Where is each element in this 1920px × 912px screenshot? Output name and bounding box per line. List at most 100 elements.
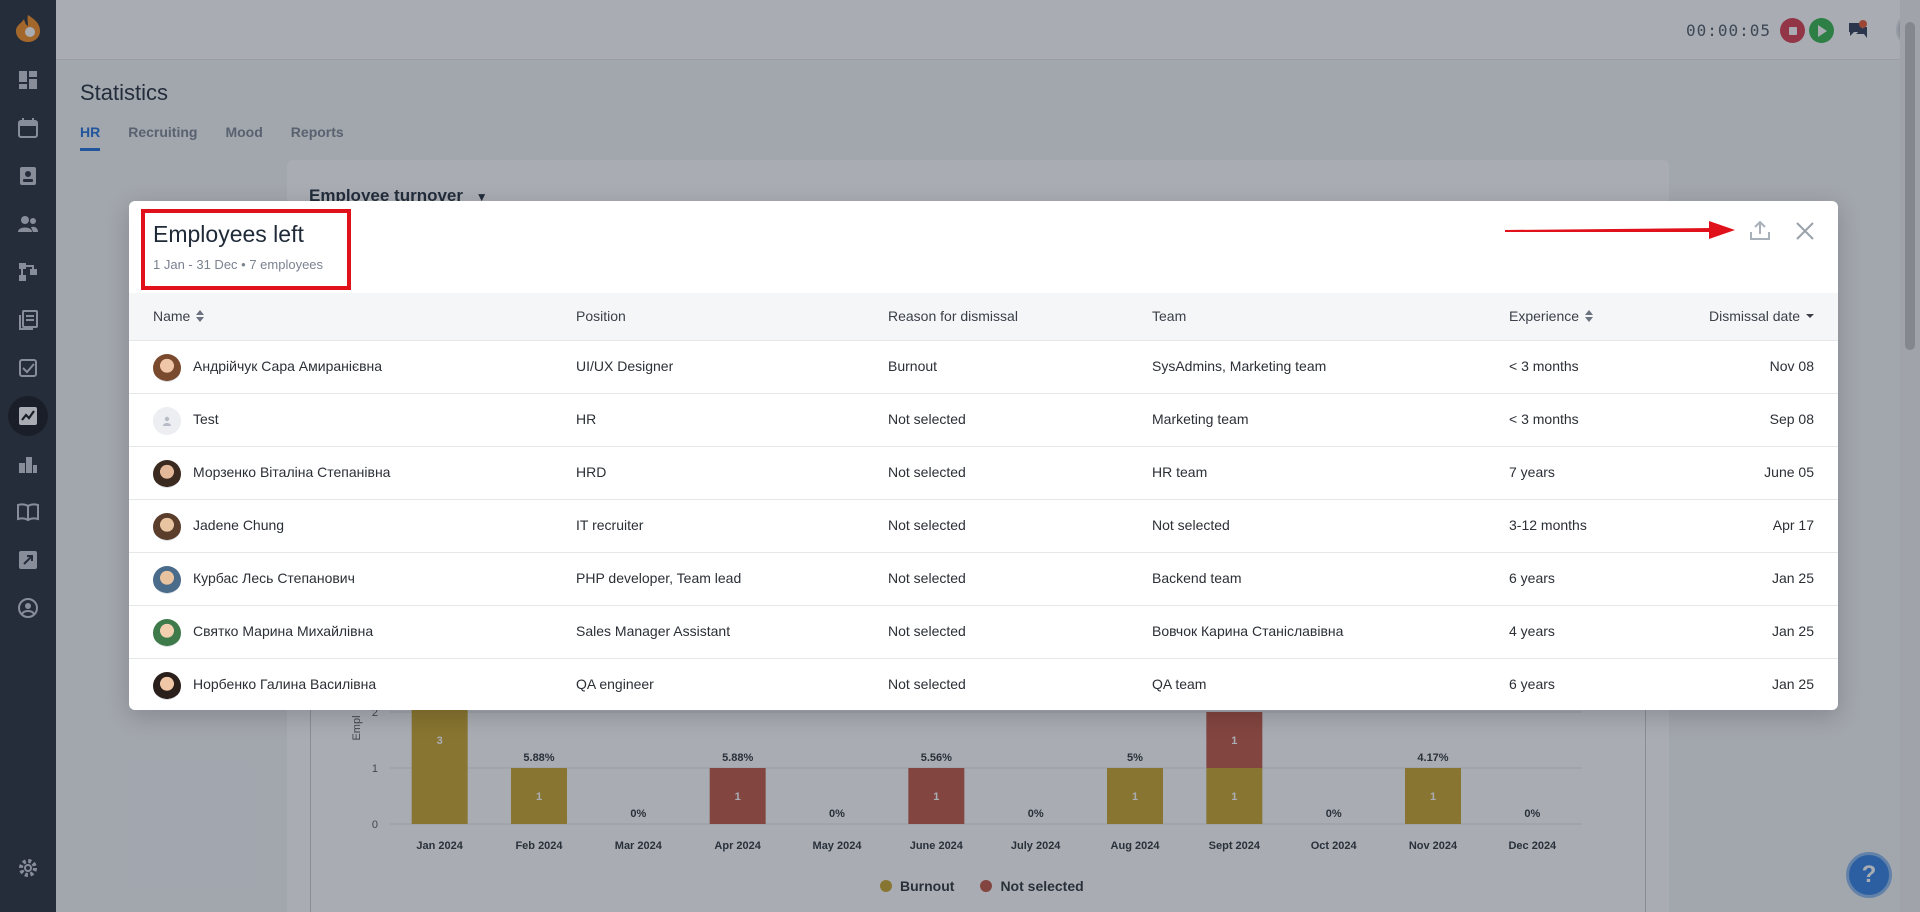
dismissal-date: Nov 08	[1769, 358, 1814, 374]
sidebar-item-profiles[interactable]	[8, 156, 48, 196]
table-row[interactable]: Норбенко Галина Василівна QA engineer Not …	[129, 659, 1838, 710]
employee-name[interactable]: Jadene Chung	[193, 517, 285, 533]
column-header-name[interactable]: Name	[153, 308, 205, 324]
employees-left-modal: Employees left 1 Jan - 31 Dec • 7 employ…	[129, 201, 1838, 710]
bar-value-label: 1	[735, 791, 741, 803]
x-tick-label: Nov 2024	[1409, 840, 1458, 852]
legend-not-selected[interactable]: Not selected	[980, 878, 1084, 894]
legend-label-not-selected: Not selected	[1000, 878, 1084, 894]
top-bar: 00:00:05	[56, 0, 1920, 60]
annotation-arrow	[1505, 221, 1735, 239]
users-icon	[18, 216, 38, 232]
employee-position: QA engineer	[576, 676, 654, 692]
bar-not-selected	[1206, 712, 1263, 768]
close-modal-button[interactable]	[1791, 217, 1819, 245]
employee-name[interactable]: Test	[193, 411, 219, 427]
id-card-icon	[20, 167, 36, 185]
sidebar-item-employees[interactable]	[8, 204, 48, 244]
employee-position: PHP developer, Team lead	[576, 570, 742, 586]
column-header-experience[interactable]: Experience	[1509, 308, 1594, 324]
bar-value-label: 1	[1132, 791, 1138, 803]
column-header-team: Team	[1152, 308, 1186, 324]
bar-burnout	[1405, 768, 1461, 824]
building-icon	[19, 457, 37, 473]
employee-team: Вовчок Карина Станіславівна	[1152, 623, 1344, 639]
dismissal-reason: Not selected	[888, 411, 966, 427]
sidebar-item-reports[interactable]	[8, 540, 48, 580]
bar-value-label: 1	[536, 791, 542, 803]
employee-experience: < 3 months	[1509, 411, 1579, 427]
avatar-placeholder	[153, 407, 181, 435]
tab-mood[interactable]: Mood	[225, 124, 263, 140]
employee-name[interactable]: Андрійчук Сара Амиранієвна	[193, 358, 383, 374]
x-tick-label: May 2024	[813, 840, 863, 852]
employee-name[interactable]: Морзенко Віталіна Степанівна	[193, 464, 391, 480]
legend-burnout[interactable]: Burnout	[880, 878, 954, 894]
table-row[interactable]: Jadene Chung IT recruiter Not selected Not …	[129, 500, 1838, 553]
sort-icon	[196, 310, 205, 322]
tab-reports[interactable]: Reports	[290, 124, 344, 140]
employee-team: Not selected	[1152, 517, 1230, 533]
column-label-dismissal-date: Dismissal date	[1708, 308, 1800, 324]
avatar	[153, 566, 181, 594]
sidebar-item-company[interactable]	[8, 444, 48, 484]
start-timer-button[interactable]	[1809, 18, 1834, 43]
sidebar-item-dashboard[interactable]	[8, 60, 48, 100]
employee-experience: < 3 months	[1509, 358, 1579, 374]
employee-name[interactable]: Норбенко Галина Василівна	[193, 676, 377, 692]
dismissal-reason: Burnout	[888, 358, 938, 374]
card-title-dropdown[interactable]: Employee turnover ▼	[309, 186, 488, 206]
scroll-thumb[interactable]	[1905, 22, 1915, 350]
export-button[interactable]	[1746, 217, 1774, 245]
sidebar-item-structure[interactable]	[8, 252, 48, 292]
table-row[interactable]: Андрійчук Сара Амиранієвна UI/UX Designer…	[129, 341, 1838, 394]
person-icon	[163, 416, 171, 426]
employee-experience: 6 years	[1509, 570, 1555, 586]
sidebar-item-tasks[interactable]	[8, 348, 48, 388]
employee-team: SysAdmins, Marketing team	[1152, 358, 1327, 374]
bar-value-label: 1	[933, 791, 939, 803]
column-label-position: Position	[576, 308, 626, 324]
bar-burnout	[1206, 768, 1263, 824]
sidebar-item-account[interactable]	[8, 588, 48, 628]
sidebar-item-knowledge[interactable]	[8, 492, 48, 532]
employee-position: UI/UX Designer	[576, 358, 674, 374]
dismissal-reason: Not selected	[888, 517, 966, 533]
help-button[interactable]: ?	[1846, 852, 1892, 898]
stop-timer-button[interactable]	[1780, 18, 1805, 43]
tab-hr[interactable]: HR	[80, 124, 101, 151]
column-header-dismissal-date[interactable]: Dismissal date	[1709, 308, 1814, 324]
time-tracker: 00:00:05	[1686, 21, 1772, 40]
sidebar-item-documents[interactable]	[8, 300, 48, 340]
legend-dot-not-selected	[980, 880, 993, 892]
x-tick-label: Aug 2024	[1111, 840, 1161, 852]
sidebar-item-calendar[interactable]	[8, 108, 48, 148]
page-scrollbar[interactable]	[1900, 0, 1920, 912]
turnover-chart: Empl 0 1 2 3 Jan 2024 1 5.88% Feb 2024 0% Mar 2024…	[351, 690, 1582, 852]
table-row[interactable]: Test HR Not selected Marketing team < 3 mont…	[129, 394, 1838, 447]
play-icon	[1818, 24, 1827, 37]
sidebar-item-settings[interactable]	[8, 848, 48, 888]
employee-team: Marketing team	[1152, 411, 1249, 427]
chat-icon[interactable]	[1846, 19, 1870, 43]
employee-name[interactable]: Курбас Лесь Степанович	[193, 570, 355, 586]
employee-name[interactable]: Святко Марина Михайлівна	[193, 623, 374, 639]
dismissal-reason: Not selected	[888, 464, 966, 480]
book-icon	[17, 503, 39, 522]
avatar	[153, 619, 181, 647]
table-row[interactable]: Святко Марина Михайлівна Sales Manager As…	[129, 606, 1838, 659]
y-tick-label: 1	[372, 763, 378, 775]
avatar	[153, 460, 181, 488]
y-axis-label: Empl	[351, 715, 363, 740]
sort-icon	[1585, 310, 1594, 322]
employee-team: HR team	[1152, 464, 1208, 480]
table-row[interactable]: Морзенко Віталіна Степанівна HRD Not selec…	[129, 447, 1838, 500]
column-label-reason: Reason for dismissal	[888, 308, 1018, 324]
table-row[interactable]: Курбас Лесь Степанович PHP developer, Tea…	[129, 553, 1838, 606]
table-header: Name Position Reason for dismissal Team …	[129, 293, 1838, 341]
percent-label: 0%	[630, 808, 646, 820]
sidebar-item-statistics[interactable]	[8, 396, 48, 436]
tab-recruiting[interactable]: Recruiting	[128, 124, 198, 140]
logo-icon[interactable]	[14, 13, 42, 43]
chart-frame	[310, 690, 1646, 912]
